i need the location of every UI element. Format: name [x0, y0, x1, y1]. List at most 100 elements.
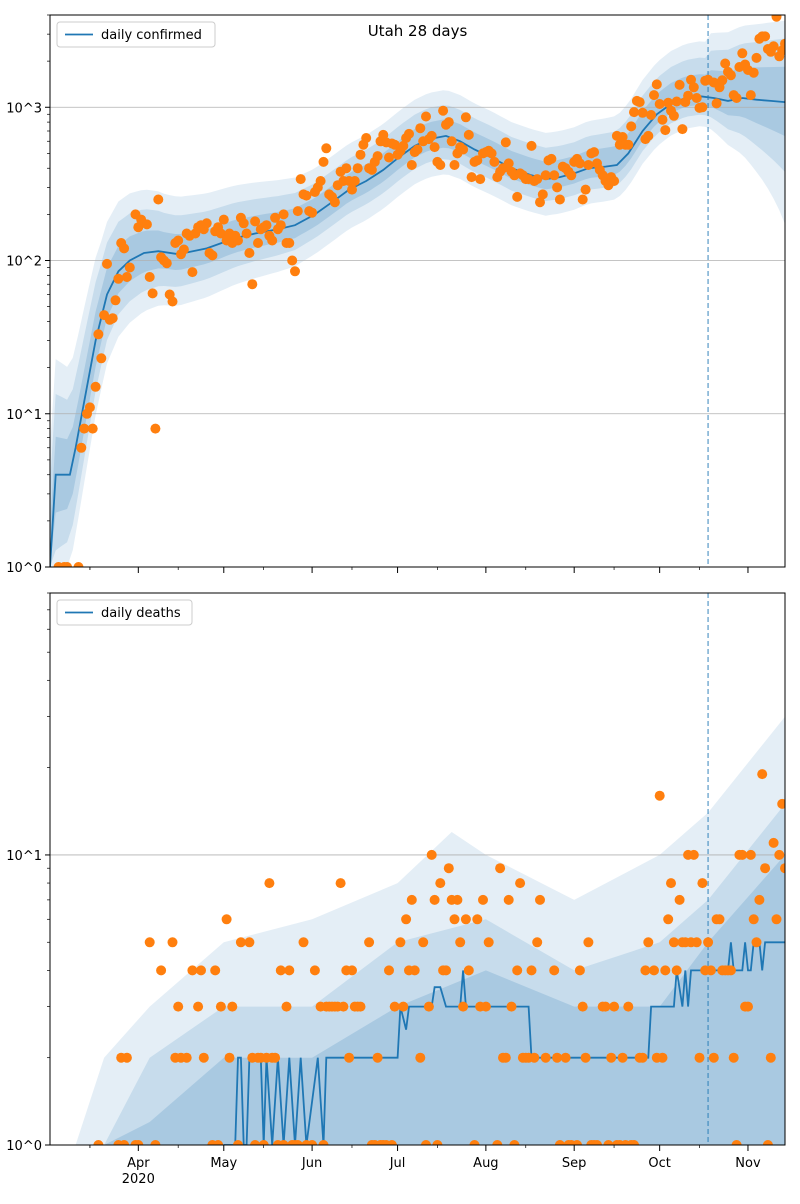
y-tick-label-0: 10^0 — [6, 561, 42, 576]
data-point-138 — [463, 129, 474, 140]
data-point-41 — [281, 1001, 292, 1012]
data-point-120 — [412, 144, 423, 155]
data-point-76 — [287, 255, 298, 266]
data-point-160 — [526, 140, 537, 151]
data-point-117 — [404, 128, 414, 139]
data-point-166 — [688, 849, 699, 860]
data-point-17 — [196, 965, 206, 976]
y-tick-label-1: 10^1 — [6, 849, 42, 864]
data-point-18 — [198, 1052, 209, 1063]
data-point-170 — [554, 194, 565, 205]
data-point-2 — [62, 562, 73, 567]
data-point-231 — [731, 93, 742, 103]
data-point-10 — [167, 937, 178, 948]
data-point-76 — [398, 1001, 409, 1012]
data-point-137 — [460, 112, 471, 123]
data-point-40 — [278, 1140, 289, 1145]
data-point-205 — [654, 99, 665, 109]
data-point-193 — [765, 1052, 776, 1063]
data-point-189 — [609, 176, 620, 186]
data-point-133 — [449, 160, 460, 170]
data-point-36 — [173, 235, 184, 246]
x-tick-label-2: Jun — [301, 1156, 322, 1171]
data-point-123 — [421, 111, 431, 122]
data-point-196 — [629, 107, 639, 118]
data-point-85 — [426, 849, 437, 860]
data-point-220 — [697, 102, 708, 113]
data-point-124 — [554, 1140, 565, 1145]
data-point-139 — [466, 172, 477, 183]
data-point-98 — [463, 965, 474, 976]
data-point-241 — [760, 31, 771, 42]
data-point-94 — [452, 894, 463, 905]
data-point-178 — [577, 194, 588, 205]
data-point-68 — [372, 1052, 383, 1063]
data-point-20 — [210, 965, 221, 976]
data-point-233 — [737, 48, 748, 59]
data-point-164 — [537, 189, 548, 200]
data-point-73 — [386, 1140, 397, 1145]
data-point-129 — [438, 105, 449, 116]
data-point-128 — [572, 1140, 582, 1145]
data-point-188 — [751, 937, 762, 948]
data-point-103 — [480, 1001, 491, 1012]
data-point-244 — [768, 41, 779, 52]
data-point-78 — [292, 206, 303, 217]
data-point-105 — [492, 1140, 503, 1145]
data-point-13 — [102, 258, 112, 269]
data-point-90 — [441, 965, 451, 976]
data-point-110 — [384, 152, 394, 163]
data-point-115 — [398, 140, 409, 151]
data-point-187 — [748, 914, 759, 925]
data-point-64 — [355, 1001, 366, 1012]
data-point-168 — [549, 170, 560, 181]
data-point-150 — [640, 965, 651, 976]
uncertainty-band-0 — [75, 716, 785, 1145]
data-point-57 — [233, 235, 243, 246]
chart-title: Utah 28 days — [368, 22, 468, 40]
x-tick-label-4: Aug — [473, 1156, 498, 1171]
data-point-46 — [201, 218, 212, 229]
data-point-65 — [364, 937, 375, 948]
data-point-155 — [657, 1052, 668, 1063]
data-point-172 — [705, 965, 716, 976]
data-point-168 — [694, 1052, 705, 1063]
data-point-96 — [458, 1001, 469, 1012]
data-point-139 — [606, 1052, 617, 1063]
data-point-224 — [711, 98, 722, 109]
data-point-28 — [244, 937, 255, 948]
data-point-179 — [580, 184, 591, 195]
data-point-110 — [506, 1001, 517, 1012]
data-point-167 — [691, 937, 702, 948]
data-point-97 — [460, 914, 471, 925]
data-point-161 — [674, 894, 685, 905]
data-point-16 — [193, 1001, 204, 1012]
data-point-248 — [780, 38, 785, 49]
data-point-163 — [535, 197, 545, 208]
data-point-86 — [315, 176, 326, 186]
data-point-26 — [233, 1140, 243, 1145]
data-point-141 — [472, 155, 483, 166]
data-point-204 — [651, 79, 662, 90]
data-point-23 — [133, 222, 144, 233]
data-point-60 — [344, 1052, 355, 1063]
data-point-173 — [708, 1052, 719, 1063]
data-point-100 — [472, 914, 483, 925]
data-point-122 — [549, 965, 560, 976]
data-point-99 — [469, 1140, 480, 1145]
data-point-22 — [215, 1001, 226, 1012]
y-tick-label-1: 10^1 — [6, 408, 42, 423]
data-point-24 — [224, 1052, 235, 1063]
x-tick-label-3: Jul — [389, 1156, 406, 1171]
data-point-218 — [691, 93, 702, 103]
data-point-100 — [355, 149, 366, 160]
data-point-26 — [144, 272, 155, 282]
legend: daily confirmed — [56, 21, 216, 48]
data-point-126 — [429, 142, 440, 153]
data-point-118 — [529, 1052, 540, 1063]
data-point-227 — [720, 58, 731, 69]
data-point-206 — [657, 114, 668, 125]
data-point-30 — [250, 1140, 261, 1145]
data-point-213 — [677, 124, 688, 135]
uncertainty-band-2 — [50, 66, 785, 567]
